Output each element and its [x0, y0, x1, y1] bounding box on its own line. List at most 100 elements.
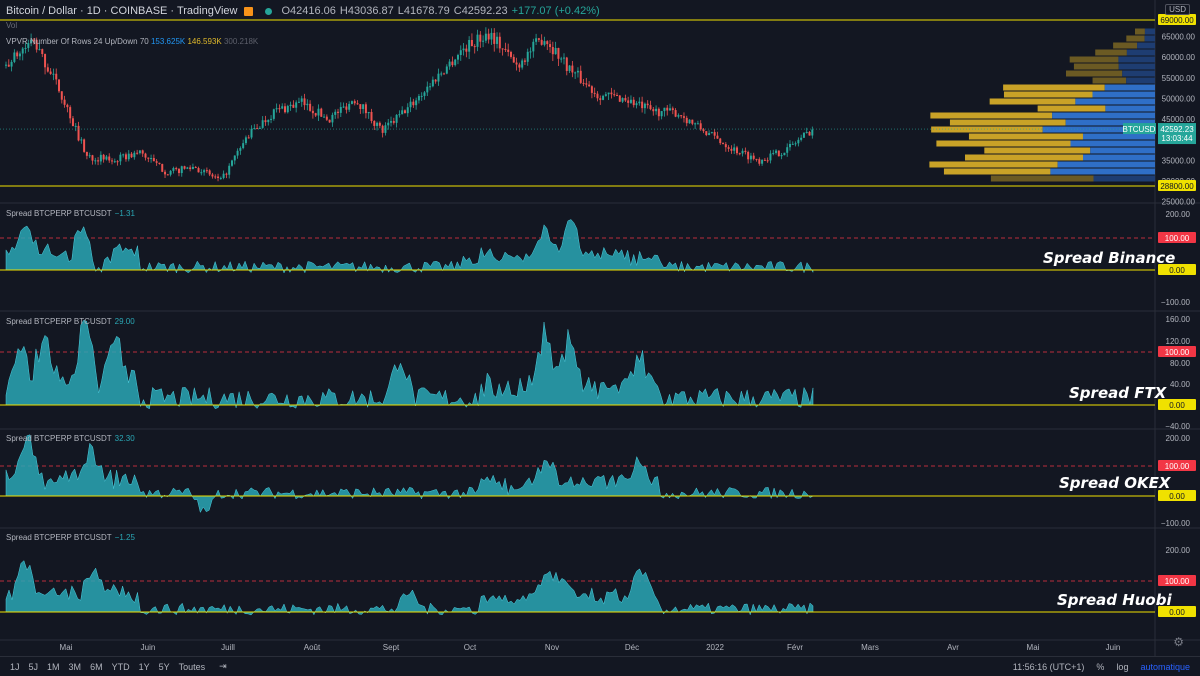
candle-body: [345, 106, 348, 110]
clock[interactable]: 11:56:16 (UTC+1): [1012, 661, 1085, 672]
candle-body: [197, 168, 200, 173]
candle-body: [108, 156, 111, 161]
vpvr-legend[interactable]: VPVR Number Of Rows 24 Up/Down 70 153.62…: [6, 37, 258, 46]
candle-body: [735, 147, 738, 154]
candle-body: [487, 33, 490, 40]
candle-body: [214, 176, 217, 178]
bottom-right-controls: 11:56:16 (UTC+1) % log automatique: [1013, 662, 1190, 672]
pane-flag-0-bg: [1158, 490, 1196, 501]
pane-legend-okex[interactable]: Spread BTCPERP BTCUSDT 32.30: [6, 434, 135, 443]
volume-profile-up-bar: [1057, 161, 1155, 168]
candle-body: [602, 95, 605, 100]
range-1m[interactable]: 1M: [47, 661, 60, 672]
candle-body: [384, 125, 387, 133]
volume-profile-up-bar: [1082, 154, 1155, 161]
candle-body: [749, 155, 752, 160]
candle-body: [786, 147, 789, 153]
spread-pane-1: [0, 319, 1155, 410]
settings-gear-icon[interactable]: ⚙: [1173, 635, 1184, 649]
candle-body: [459, 50, 462, 55]
candle-body: [342, 106, 345, 108]
range-ytd[interactable]: YTD: [111, 661, 130, 672]
range-1d[interactable]: 1J: [10, 661, 20, 672]
last-price-tag: 42592.23: [1160, 125, 1194, 134]
candle-body: [395, 114, 398, 123]
candles: [5, 27, 814, 182]
volume-profile-down-bar: [1069, 56, 1119, 63]
candle-body: [30, 39, 33, 44]
candle-body: [613, 94, 616, 96]
candle-body: [334, 111, 337, 115]
vpvr-label: VPVR Number Of Rows 24 Up/Down 70: [6, 37, 149, 46]
pane-label: Spread BTCPERP BTCUSDT: [6, 209, 112, 218]
range-3m[interactable]: 3M: [68, 661, 82, 672]
time-tick: Juill: [221, 643, 235, 652]
candle-body: [454, 59, 457, 66]
date-range-icon[interactable]: ⇥: [219, 661, 227, 671]
candle-body: [250, 128, 253, 138]
market-status-icon: [265, 7, 273, 15]
pane-tick: −100.00: [1161, 519, 1191, 528]
candle-body: [590, 86, 593, 93]
candle-body: [91, 155, 94, 161]
candle-body: [663, 107, 666, 112]
candle-body: [521, 60, 524, 68]
candle-body: [203, 170, 206, 173]
range-all[interactable]: Toutes: [178, 661, 206, 672]
candle-body: [161, 164, 164, 172]
candle-body: [755, 158, 758, 160]
candle-body: [113, 161, 116, 163]
time-tick: Juin: [1106, 643, 1121, 652]
volume-profile-up-bar: [1118, 63, 1155, 70]
price-tick: 60000.00: [1162, 53, 1196, 62]
symbol-title[interactable]: Bitcoin / Dollar · 1D · COINBASE · Tradi…: [6, 5, 238, 17]
pane-legend-huobi[interactable]: Spread BTCPERP BTCUSDT −1.25: [6, 533, 135, 542]
price-tick: 45000.00: [1162, 115, 1196, 124]
pane-legend-binance[interactable]: Spread BTCPERP BTCUSDT −1.31: [6, 209, 135, 218]
candle-body: [780, 155, 783, 157]
candle-body: [41, 49, 44, 55]
candle-body: [256, 128, 259, 130]
candle-body: [186, 167, 189, 169]
volume-profile-down-bar: [936, 140, 1071, 147]
time-tick: Nov: [545, 643, 559, 652]
log-toggle[interactable]: log: [1116, 661, 1129, 672]
candle-body: [560, 58, 563, 60]
range-5d[interactable]: 5J: [28, 661, 39, 672]
candle-body: [554, 47, 557, 55]
range-1y[interactable]: 1Y: [138, 661, 150, 672]
pane-tick: 200.00: [1166, 434, 1191, 443]
candle-body: [738, 153, 741, 155]
time-tick: Mai: [1027, 643, 1040, 652]
time-tick: Avr: [947, 643, 959, 652]
candle-body: [63, 99, 66, 105]
percent-toggle[interactable]: %: [1096, 661, 1105, 672]
candle-body: [27, 43, 30, 48]
candle-body: [350, 101, 353, 104]
volume-label[interactable]: Vol: [6, 21, 18, 30]
volume-profile-down-bar: [949, 119, 1066, 126]
candle-body: [501, 48, 504, 50]
range-6m[interactable]: 6M: [90, 661, 103, 672]
candle-body: [286, 106, 289, 113]
candle-body: [585, 83, 588, 85]
candle-body: [702, 129, 705, 132]
range-5y[interactable]: 5Y: [158, 661, 170, 672]
candle-body: [122, 154, 125, 156]
candle-body: [339, 107, 342, 113]
volume-profile-down-bar: [990, 175, 1094, 182]
candle-body: [490, 32, 493, 40]
candle-body: [462, 48, 465, 51]
currency-button[interactable]: USD: [1165, 4, 1190, 15]
countdown-tag: 13:03:44: [1161, 134, 1193, 143]
candle-body: [7, 64, 10, 67]
pane-legend-ftx[interactable]: Spread BTCPERP BTCUSDT 29.00: [6, 317, 135, 326]
candle-body: [412, 101, 415, 106]
auto-toggle[interactable]: automatique: [1140, 661, 1190, 672]
candle-body: [629, 99, 632, 103]
volume-profile-down-bar: [931, 126, 1043, 133]
low-value: L41678.79: [397, 5, 450, 17]
candle-body: [618, 95, 621, 102]
candle-body: [641, 101, 644, 109]
